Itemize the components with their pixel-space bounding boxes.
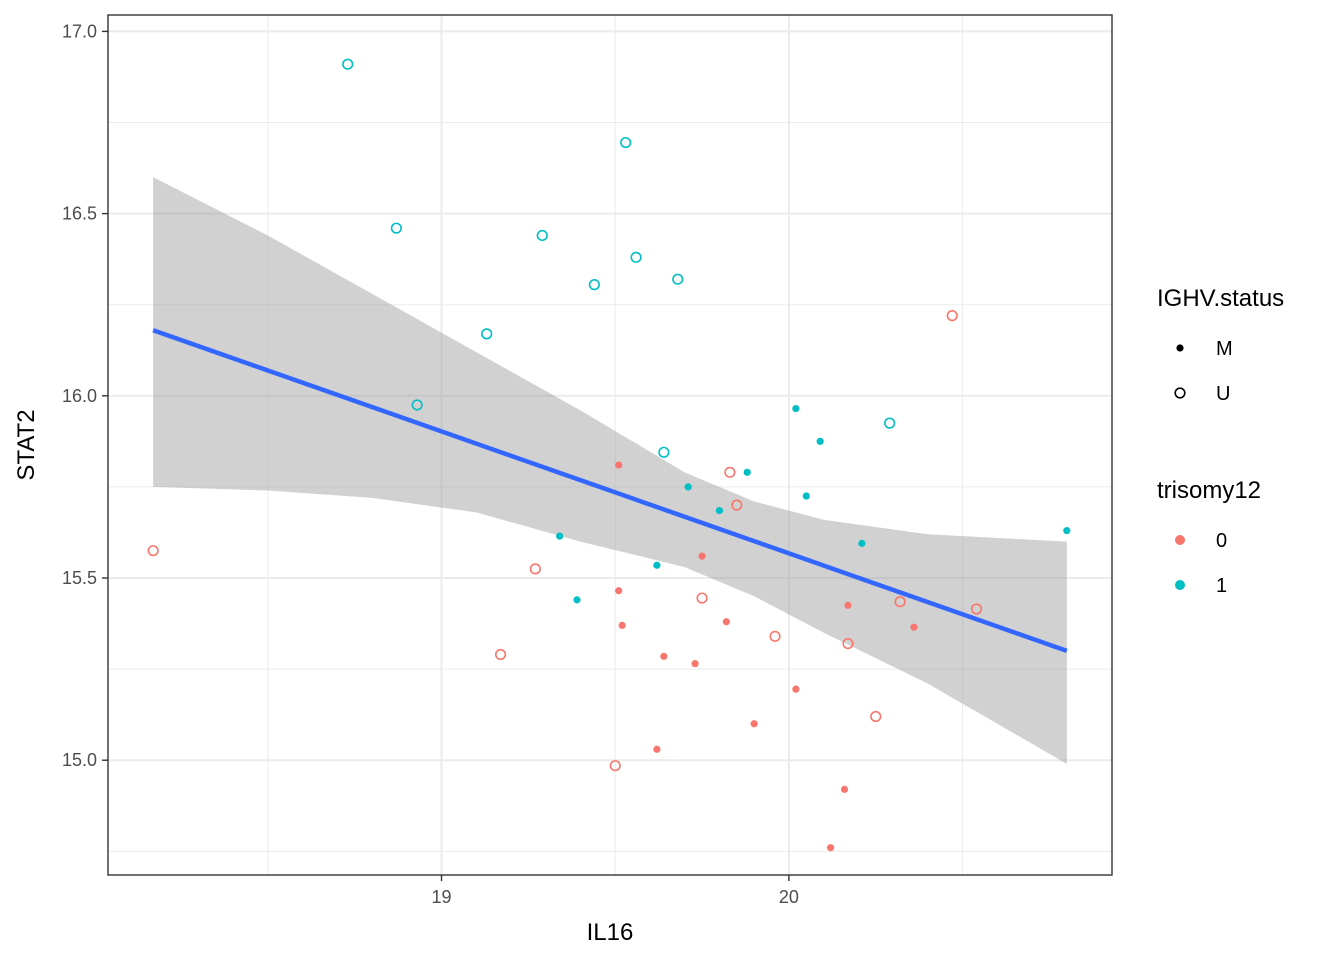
data-point-filled — [802, 492, 810, 500]
legend-label-trisomy12: 0 — [1216, 530, 1227, 552]
legend-key-open-circle — [1174, 387, 1186, 399]
data-point-open — [970, 603, 983, 615]
confidence-band-layer — [153, 177, 1067, 764]
data-point-filled — [858, 539, 866, 547]
data-point-filled — [750, 720, 758, 728]
data-point-open — [696, 592, 708, 604]
data-point-open — [658, 446, 670, 458]
points-layer — [147, 58, 1071, 852]
legend-title-ighv: IGHV.status — [1157, 285, 1284, 312]
data-point-filled — [573, 596, 581, 604]
data-point-filled — [722, 618, 730, 626]
y-tick-label: 17.0 — [62, 21, 97, 41]
data-point-open — [672, 273, 684, 285]
x-tick-label: 20 — [779, 887, 799, 907]
x-axis: 19 20 — [431, 875, 799, 907]
data-point-open — [529, 563, 541, 575]
legend-key-color-circle — [1175, 535, 1185, 545]
data-point-filled — [684, 483, 692, 491]
y-axis-title: STAT2 — [13, 409, 40, 480]
y-tick-label: 16.0 — [62, 386, 97, 406]
panel-border — [107, 14, 1113, 876]
data-point-filled — [653, 561, 661, 569]
legend-label-ighv: M — [1216, 338, 1233, 360]
data-point-filled — [827, 844, 835, 852]
major-gridlines — [108, 15, 1112, 875]
legend-label-ighv: U — [1216, 383, 1230, 405]
data-point-filled — [660, 652, 668, 660]
data-point-open — [842, 638, 854, 650]
data-point-open — [342, 58, 354, 70]
data-point-filled — [615, 461, 623, 469]
x-axis-title: IL16 — [587, 919, 634, 946]
regression-line — [152, 328, 1068, 654]
data-point-open — [724, 466, 736, 478]
legend-title-trisomy12: trisomy12 — [1157, 477, 1261, 504]
data-point-filled — [1063, 527, 1071, 535]
minor-gridlines — [108, 15, 1112, 875]
data-point-open — [946, 310, 958, 322]
y-tick-label: 15.0 — [62, 750, 97, 770]
data-point-filled — [615, 587, 623, 595]
data-point-open — [630, 251, 642, 263]
data-point-open — [411, 399, 423, 411]
legend-label-trisomy12: 1 — [1216, 575, 1227, 597]
data-point-open — [870, 710, 882, 723]
data-point-filled — [556, 532, 564, 540]
data-point-filled — [840, 785, 849, 793]
y-tick-label: 16.5 — [62, 204, 97, 224]
data-point-open — [481, 328, 493, 340]
legend-key-color-circle — [1175, 580, 1185, 590]
data-point-filled — [653, 745, 661, 753]
data-point-open — [620, 136, 632, 149]
data-point-open — [894, 596, 906, 608]
x-tick-label: 19 — [431, 887, 451, 907]
data-point-filled — [844, 601, 852, 609]
data-point-open — [390, 222, 402, 234]
data-point-open — [609, 760, 621, 772]
data-point-filled — [743, 468, 751, 476]
confidence-band — [153, 177, 1067, 764]
data-point-filled — [691, 660, 699, 668]
fit-line-layer — [152, 328, 1068, 654]
y-axis: 15.0 15.5 16.0 16.5 17.0 — [62, 21, 108, 770]
data-point-open — [884, 417, 896, 429]
data-point-open — [769, 630, 781, 642]
data-point-filled — [715, 506, 724, 515]
data-point-open — [731, 499, 743, 511]
data-point-filled — [792, 685, 800, 693]
y-tick-label: 15.5 — [62, 568, 97, 588]
data-point-filled — [698, 552, 706, 560]
data-point-filled — [816, 437, 824, 445]
data-point-open — [588, 279, 600, 291]
data-point-open — [494, 648, 507, 661]
data-point-filled — [618, 621, 626, 629]
data-point-filled — [910, 623, 918, 631]
data-point-filled — [792, 404, 800, 413]
data-point-open — [147, 545, 159, 557]
data-point-open — [536, 229, 548, 242]
legend-key-filled-circle — [1176, 344, 1184, 352]
